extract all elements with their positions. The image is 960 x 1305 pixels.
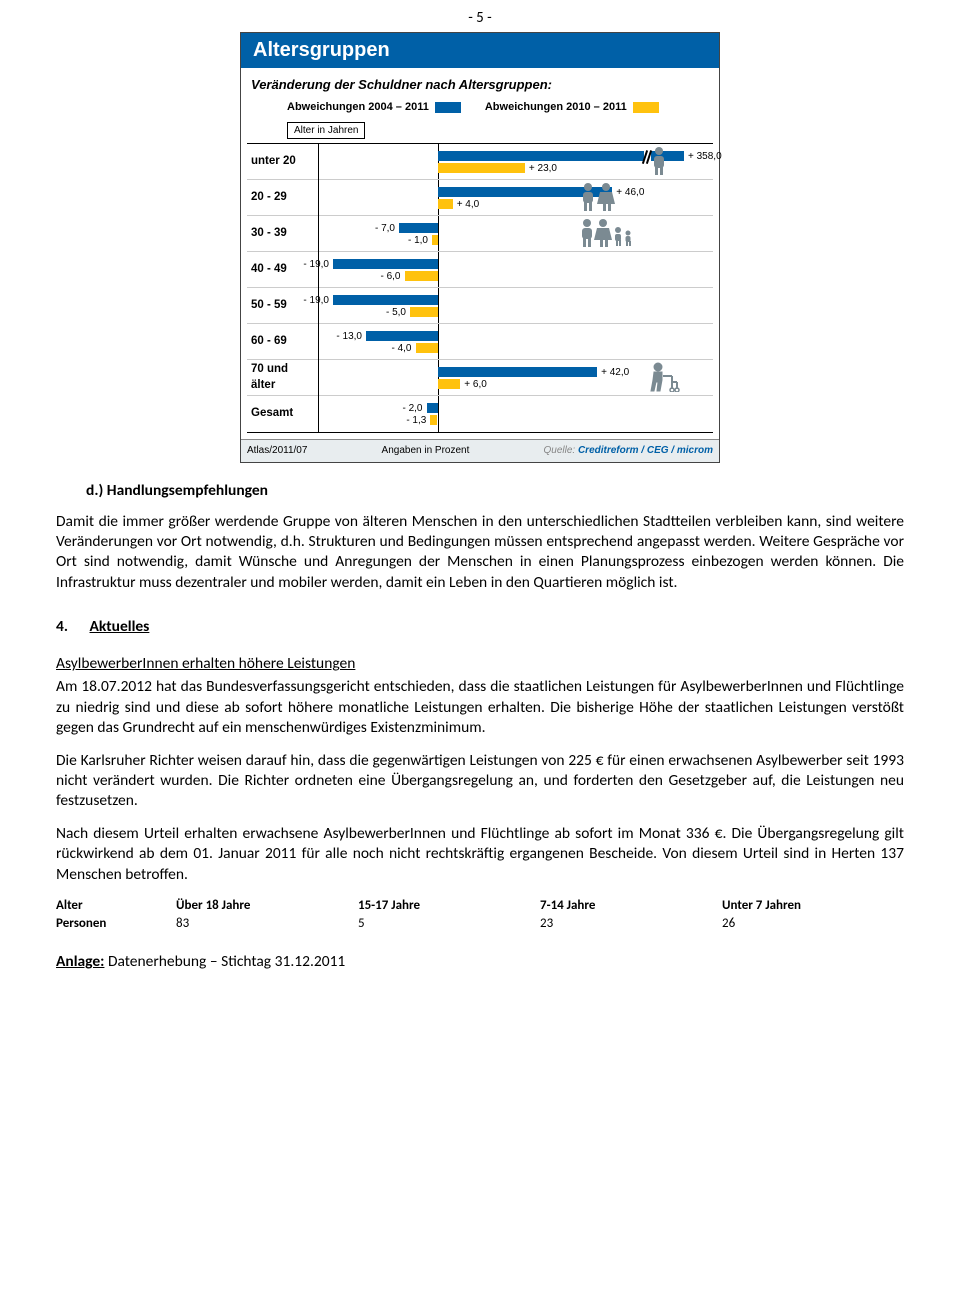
table-header-cell: Alter xyxy=(56,897,176,915)
chart-row: - 13,0- 4,0 xyxy=(319,324,713,360)
person-icon xyxy=(578,218,634,254)
section-4-heading: 4. Aktuelles xyxy=(56,617,904,638)
chart-bar-blue: - 19,0 xyxy=(333,295,438,305)
chart-row: + 46,0 + 4,0 xyxy=(319,180,713,216)
chart-bar-value: - 1,0 xyxy=(408,234,428,248)
chart-bar-yellow: - 6,0 xyxy=(405,271,438,281)
chart-bar-value: - 19,0 xyxy=(303,294,329,308)
chart-subtitle: Veränderung der Schuldner nach Altersgru… xyxy=(247,74,713,100)
chart-bar-yellow: + 6,0 xyxy=(438,379,461,389)
chart-row: + 42,0+ 6,0 xyxy=(319,360,713,396)
person-icon xyxy=(648,362,682,398)
section-4-p1: Am 18.07.2012 hat das Bundesverfassungsg… xyxy=(56,677,904,738)
chart-footer-logo: Creditreform / CEG / microm xyxy=(578,445,713,456)
chart-bar-yellow: - 1,0 xyxy=(432,235,438,245)
chart-plot: unter 2020 - 2930 - 3940 - 4950 - 5960 -… xyxy=(247,143,713,433)
chart-row: - 2,0- 1,3 xyxy=(319,396,713,432)
table-header-row: Alter Über 18 Jahre 15-17 Jahre 7-14 Jah… xyxy=(56,897,904,915)
chart-footer: Atlas/2011/07 Angaben in Prozent Quelle:… xyxy=(241,439,719,462)
chart-category-labels: unter 2020 - 2930 - 3940 - 4950 - 5960 -… xyxy=(247,144,319,432)
legend-item: Abweichungen 2004 – 2011 xyxy=(287,100,461,115)
chart-row: + 358,0+ 23,0 xyxy=(319,144,713,180)
chart-footer-source-label: Quelle: xyxy=(543,445,575,456)
chart-bar-value: + 46,0 xyxy=(616,186,644,200)
chart-category-label: 30 - 39 xyxy=(247,216,318,252)
legend-swatch xyxy=(435,102,461,113)
table-cell: 26 xyxy=(722,915,904,933)
section-4-p2: Die Karlsruher Richter weisen darauf hin… xyxy=(56,751,904,812)
chart-bar-value: + 6,0 xyxy=(464,378,487,392)
chart-footer-mid: Angaben in Prozent xyxy=(382,444,470,458)
person-icon xyxy=(648,146,670,182)
chart-bar-yellow: - 4,0 xyxy=(416,343,438,353)
chart-bar-blue: - 19,0 xyxy=(333,259,438,269)
chart-bar-value: - 1,3 xyxy=(406,414,426,428)
table-header-cell: 15-17 Jahre xyxy=(358,897,540,915)
table-cell: Personen xyxy=(56,915,176,933)
section-4-subheading: AsylbewerberInnen erhalten höhere Leistu… xyxy=(56,654,904,675)
chart-bar-yellow: + 23,0 xyxy=(438,163,525,173)
legend-label: Abweichungen 2010 – 2011 xyxy=(485,100,627,115)
chart-bar-value: - 19,0 xyxy=(303,258,329,272)
chart-plot-area: + 358,0+ 23,0+ 46,0+ 4,0- 7,0- 1,0- 19,0… xyxy=(319,144,713,432)
chart-bar-value: + 23,0 xyxy=(529,162,557,176)
chart-bar-value: + 358,0 xyxy=(688,150,722,164)
legend-label: Abweichungen 2004 – 2011 xyxy=(287,100,429,115)
chart-category-label: 20 - 29 xyxy=(247,180,318,216)
legend-item: Abweichungen 2010 – 2011 xyxy=(485,100,659,115)
chart-bar-blue: + 42,0 xyxy=(438,367,598,377)
chart-bar-value: - 7,0 xyxy=(375,222,395,236)
table-cell: 23 xyxy=(540,915,722,933)
section-4-p3: Nach diesem Urteil erhalten erwachsene A… xyxy=(56,824,904,885)
section-4-title: Aktuelles xyxy=(90,617,150,636)
table-row: Personen 83 5 23 26 xyxy=(56,915,904,933)
legend-swatch xyxy=(633,102,659,113)
chart-bar-value: + 42,0 xyxy=(601,366,629,380)
chart-row: - 19,0- 6,0 xyxy=(319,252,713,288)
page-number: - 5 - xyxy=(56,0,904,32)
chart-bar-yellow: - 5,0 xyxy=(410,307,438,317)
chart-bar-value: - 13,0 xyxy=(336,330,362,344)
chart-bar-yellow: - 1,3 xyxy=(430,415,437,425)
table-header-cell: Unter 7 Jahren xyxy=(722,897,904,915)
table-cell: 83 xyxy=(176,915,358,933)
chart-bar-blue: - 2,0 xyxy=(427,403,438,413)
anlage-text: Datenerhebung – Stichtag 31.12.2011 xyxy=(104,952,345,971)
section-4-number: 4. xyxy=(56,617,86,638)
chart-bar-value: - 6,0 xyxy=(380,270,400,284)
anlage-line: Anlage: Datenerhebung – Stichtag 31.12.2… xyxy=(56,952,904,973)
chart-bar-value: - 5,0 xyxy=(386,306,406,320)
section-d-paragraph: Damit die immer größer werdende Gruppe v… xyxy=(56,512,904,594)
altersgruppen-chart: Altersgruppen Veränderung der Schuldner … xyxy=(240,32,720,462)
chart-row: - 19,0- 5,0 xyxy=(319,288,713,324)
person-icon xyxy=(578,182,618,218)
chart-bar-value: + 4,0 xyxy=(457,198,480,212)
chart-legend: Abweichungen 2004 – 2011 Abweichungen 20… xyxy=(247,100,713,119)
chart-title: Altersgruppen xyxy=(241,33,719,68)
chart-category-label: 70 und älter xyxy=(247,360,318,396)
table-cell: 5 xyxy=(358,915,540,933)
chart-category-label: unter 20 xyxy=(247,144,318,180)
axis-caption: Alter in Jahren xyxy=(287,122,365,140)
chart-category-label: Gesamt xyxy=(247,396,318,432)
anlage-label: Anlage: xyxy=(56,952,104,971)
section-d-heading: d.) Handlungsempfehlungen xyxy=(86,481,904,502)
table-header-cell: 7-14 Jahre xyxy=(540,897,722,915)
chart-bar-blue: - 13,0 xyxy=(366,331,438,341)
chart-bar-yellow: + 4,0 xyxy=(438,199,453,209)
asyl-table: Alter Über 18 Jahre 15-17 Jahre 7-14 Jah… xyxy=(56,897,904,932)
chart-bar-blue: - 7,0 xyxy=(399,223,438,233)
chart-row: - 7,0- 1,0 xyxy=(319,216,713,252)
table-header-cell: Über 18 Jahre xyxy=(176,897,358,915)
chart-footer-left: Atlas/2011/07 xyxy=(247,444,307,458)
chart-category-label: 60 - 69 xyxy=(247,324,318,360)
chart-bar-value: - 4,0 xyxy=(391,342,411,356)
